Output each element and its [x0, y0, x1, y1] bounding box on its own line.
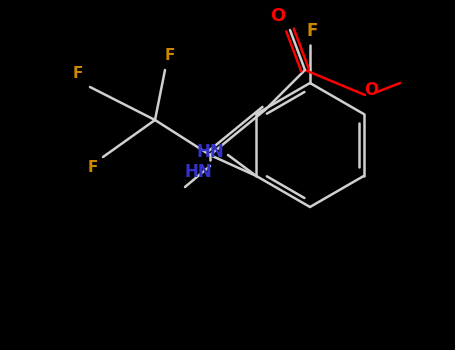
Text: F: F [73, 66, 83, 82]
Text: F: F [165, 48, 175, 63]
Text: F: F [88, 160, 98, 175]
Text: HN: HN [184, 163, 212, 181]
Text: O: O [270, 7, 286, 25]
Text: F: F [306, 22, 318, 40]
Text: O: O [364, 81, 378, 99]
Text: HN: HN [196, 143, 224, 161]
